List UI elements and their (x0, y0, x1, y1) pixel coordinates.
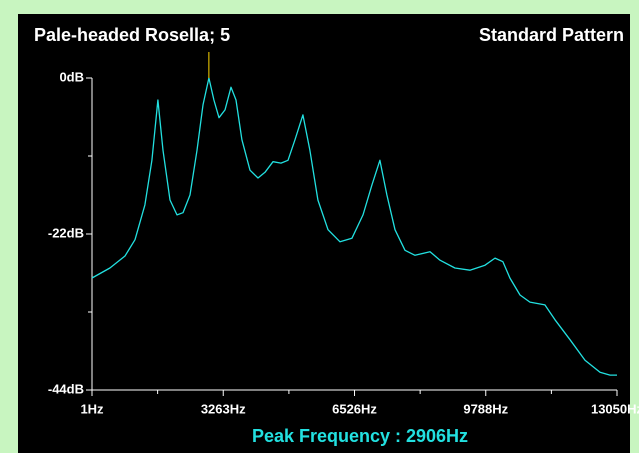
chart-subtitle: Standard Pattern (479, 25, 624, 45)
panel (18, 14, 630, 453)
x-tick-label: 6526Hz (332, 401, 377, 416)
x-tick-label: 9788Hz (463, 401, 508, 416)
y-tick-label: 0dB (59, 69, 84, 84)
chart-title: Pale-headed Rosella; 5 (34, 25, 230, 45)
x-tick-label: 1Hz (80, 401, 104, 416)
x-tick-label: 3263Hz (201, 401, 246, 416)
spectrum-line (91, 77, 617, 376)
y-tick-label: -22dB (48, 225, 84, 240)
x-tick-label: 13050Hz (591, 401, 639, 416)
y-tick-label: -44dB (48, 381, 84, 396)
peak-label: Peak Frequency : 2906Hz (252, 426, 468, 446)
